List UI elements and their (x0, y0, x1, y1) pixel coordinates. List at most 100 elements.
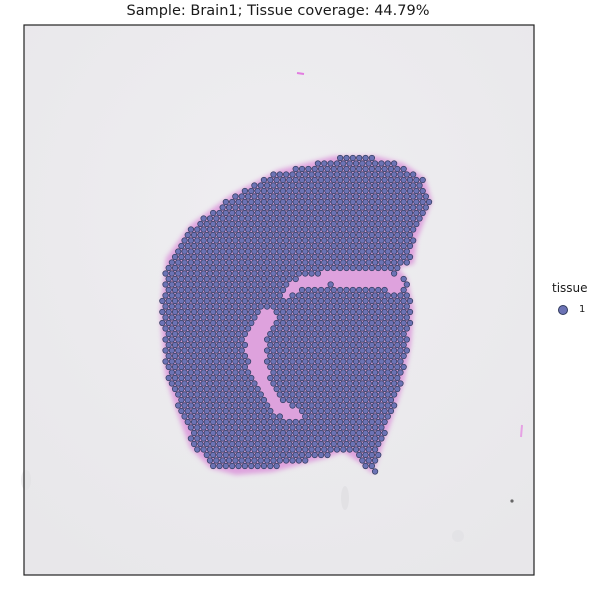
spot-point (321, 424, 328, 431)
spot-point (359, 259, 366, 266)
spot-point (378, 424, 385, 431)
spot-point (352, 369, 360, 376)
spot-point (340, 369, 347, 376)
spot-point (340, 314, 347, 321)
spot-point (267, 440, 274, 448)
spot-point (222, 242, 229, 250)
spot-point (289, 270, 296, 277)
spot-point (387, 396, 395, 404)
spot-point (191, 374, 198, 382)
spot-point (318, 209, 325, 217)
spot-point (194, 347, 201, 354)
spot-point (391, 160, 398, 167)
spot-point (200, 226, 207, 233)
spot-point (279, 176, 287, 184)
spot-point (314, 369, 322, 376)
spot-point (305, 341, 312, 349)
spot-point (381, 374, 388, 382)
spot-point (375, 330, 382, 338)
spot-point (305, 187, 312, 195)
spot-point (289, 237, 296, 244)
spot-point (368, 308, 375, 316)
spot-point (327, 248, 334, 255)
spot-point (292, 198, 299, 206)
spot-point (365, 457, 372, 464)
spot-point (248, 308, 255, 316)
spot-point (286, 319, 293, 327)
spot-point (289, 171, 296, 178)
spot-point (229, 330, 236, 338)
spot-point (349, 176, 356, 184)
spot-point (178, 286, 185, 294)
spot-point (305, 396, 312, 404)
spot-point (397, 380, 404, 387)
spot-point (197, 363, 204, 371)
spot-point (210, 319, 217, 327)
spot-point (391, 358, 398, 365)
spot-point (286, 308, 293, 316)
spot-point (362, 253, 369, 261)
spot-point (206, 391, 214, 398)
spot-point (219, 424, 226, 431)
spot-point (413, 187, 420, 195)
spot-point (270, 336, 277, 343)
spot-point (391, 314, 398, 321)
spot-point (314, 292, 322, 299)
spot-point (260, 418, 268, 426)
spot-point (187, 391, 195, 398)
spot-point (292, 176, 299, 184)
spot-point (298, 330, 306, 338)
panel-border (23, 24, 535, 576)
spot-point (346, 380, 353, 387)
spot-point (311, 187, 318, 195)
spot-point (324, 407, 331, 415)
spot-point (391, 292, 398, 299)
spot-point (362, 341, 369, 349)
spot-point (222, 396, 229, 404)
spot-point (384, 215, 391, 222)
spot-point (314, 402, 322, 409)
spot-point (283, 259, 290, 266)
spot-point (216, 363, 223, 371)
spot-point (213, 270, 220, 277)
spot-point (241, 451, 248, 459)
spot-point (206, 413, 214, 420)
spot-point (327, 314, 334, 321)
spot-point (184, 352, 191, 360)
spot-point (191, 264, 198, 272)
spot-point (273, 220, 280, 228)
spot-point (352, 380, 360, 387)
spot-point (362, 209, 369, 217)
spot-point (416, 215, 423, 222)
spot-point (318, 385, 325, 393)
spot-point (292, 242, 299, 250)
spot-point (235, 297, 242, 305)
spot-point (327, 446, 334, 453)
spot-point (362, 154, 369, 162)
spot-point (359, 358, 366, 365)
spot-point (387, 352, 395, 360)
spot-point (337, 198, 344, 206)
spot-point (178, 319, 185, 327)
spot-point (238, 215, 245, 222)
spot-point (371, 182, 379, 189)
spot-point (314, 424, 322, 431)
spot-point (276, 336, 283, 343)
spot-point (222, 297, 229, 305)
spot-point (391, 204, 398, 211)
spot-point (378, 303, 385, 310)
spot-point (232, 457, 239, 464)
spot-point (425, 198, 433, 206)
spot-point (162, 314, 169, 321)
spot-point (337, 242, 344, 250)
spot-point (203, 407, 210, 415)
spot-point (197, 297, 204, 305)
spot-point (235, 363, 242, 371)
spot-point (343, 253, 350, 261)
spot-point (187, 314, 195, 321)
spot-point (286, 220, 293, 228)
spot-point (343, 297, 350, 305)
spot-point (311, 374, 318, 382)
spot-point (219, 259, 226, 266)
spot-point (327, 204, 334, 211)
